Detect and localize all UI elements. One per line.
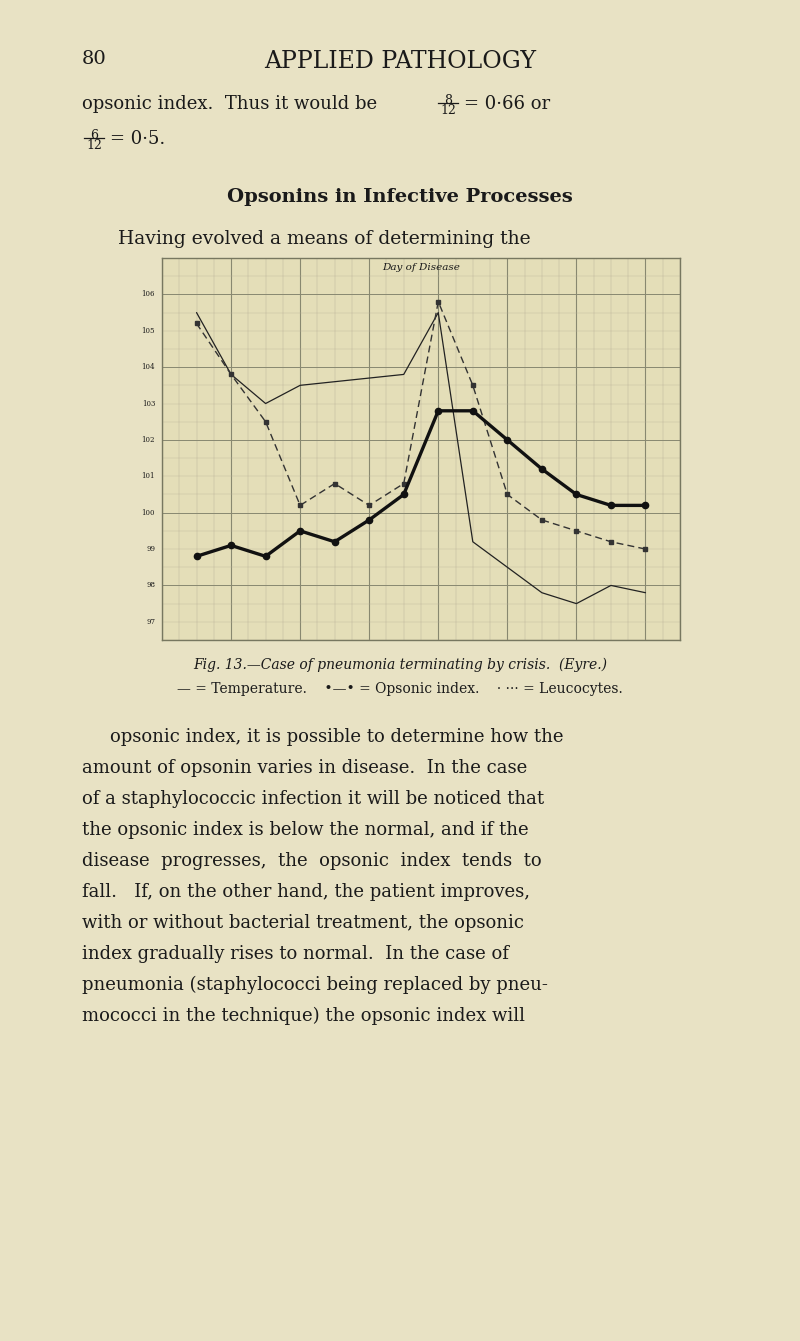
Text: 106: 106: [142, 291, 155, 299]
Text: opsonic index, it is possible to determine how the: opsonic index, it is possible to determi…: [110, 728, 563, 746]
Text: Having evolved a means of determining the: Having evolved a means of determining th…: [118, 231, 530, 248]
Text: fall.   If, on the other hand, the patient improves,: fall. If, on the other hand, the patient…: [82, 882, 530, 901]
Text: mococci in the technique) the opsonic index will: mococci in the technique) the opsonic in…: [82, 1007, 525, 1026]
Text: = 0·66 or: = 0·66 or: [464, 95, 550, 113]
Text: 80: 80: [82, 50, 106, 68]
Text: disease  progresses,  the  opsonic  index  tends  to: disease progresses, the opsonic index te…: [82, 852, 542, 870]
Text: 105: 105: [142, 327, 155, 335]
Text: 100: 100: [142, 508, 155, 516]
Text: 98: 98: [146, 582, 155, 590]
Text: APPLIED PATHOLOGY: APPLIED PATHOLOGY: [264, 50, 536, 72]
Text: 101: 101: [142, 472, 155, 480]
Text: 99: 99: [146, 544, 155, 552]
Text: 104: 104: [142, 363, 155, 371]
Text: Opsonins in Infective Processes: Opsonins in Infective Processes: [227, 188, 573, 207]
Text: 102: 102: [142, 436, 155, 444]
Text: Fig. 13.—Case of pneumonia terminating by crisis.  (Eyre.): Fig. 13.—Case of pneumonia terminating b…: [193, 658, 607, 672]
Text: 6: 6: [90, 129, 98, 142]
Text: 97: 97: [146, 618, 155, 626]
Text: pneumonia (staphylococci being replaced by pneu-: pneumonia (staphylococci being replaced …: [82, 976, 548, 994]
Text: opsonic index.  Thus it would be: opsonic index. Thus it would be: [82, 95, 383, 113]
Text: — = Temperature.    •—• = Opsonic index.    · ··· = Leucocytes.: — = Temperature. •—• = Opsonic index. · …: [177, 683, 623, 696]
Text: amount of opsonin varies in disease.  In the case: amount of opsonin varies in disease. In …: [82, 759, 527, 776]
Text: the opsonic index is below the normal, and if the: the opsonic index is below the normal, a…: [82, 821, 529, 839]
Text: 12: 12: [440, 105, 456, 117]
Text: Day of Disease: Day of Disease: [382, 263, 460, 272]
Text: = 0·5.: = 0·5.: [110, 130, 166, 148]
Text: with or without bacterial treatment, the opsonic: with or without bacterial treatment, the…: [82, 915, 524, 932]
Text: index gradually rises to normal.  In the case of: index gradually rises to normal. In the …: [82, 945, 509, 963]
Text: of a staphylococcic infection it will be noticed that: of a staphylococcic infection it will be…: [82, 790, 544, 809]
Text: 8: 8: [444, 94, 452, 107]
Text: 12: 12: [86, 139, 102, 152]
Text: 103: 103: [142, 400, 155, 408]
